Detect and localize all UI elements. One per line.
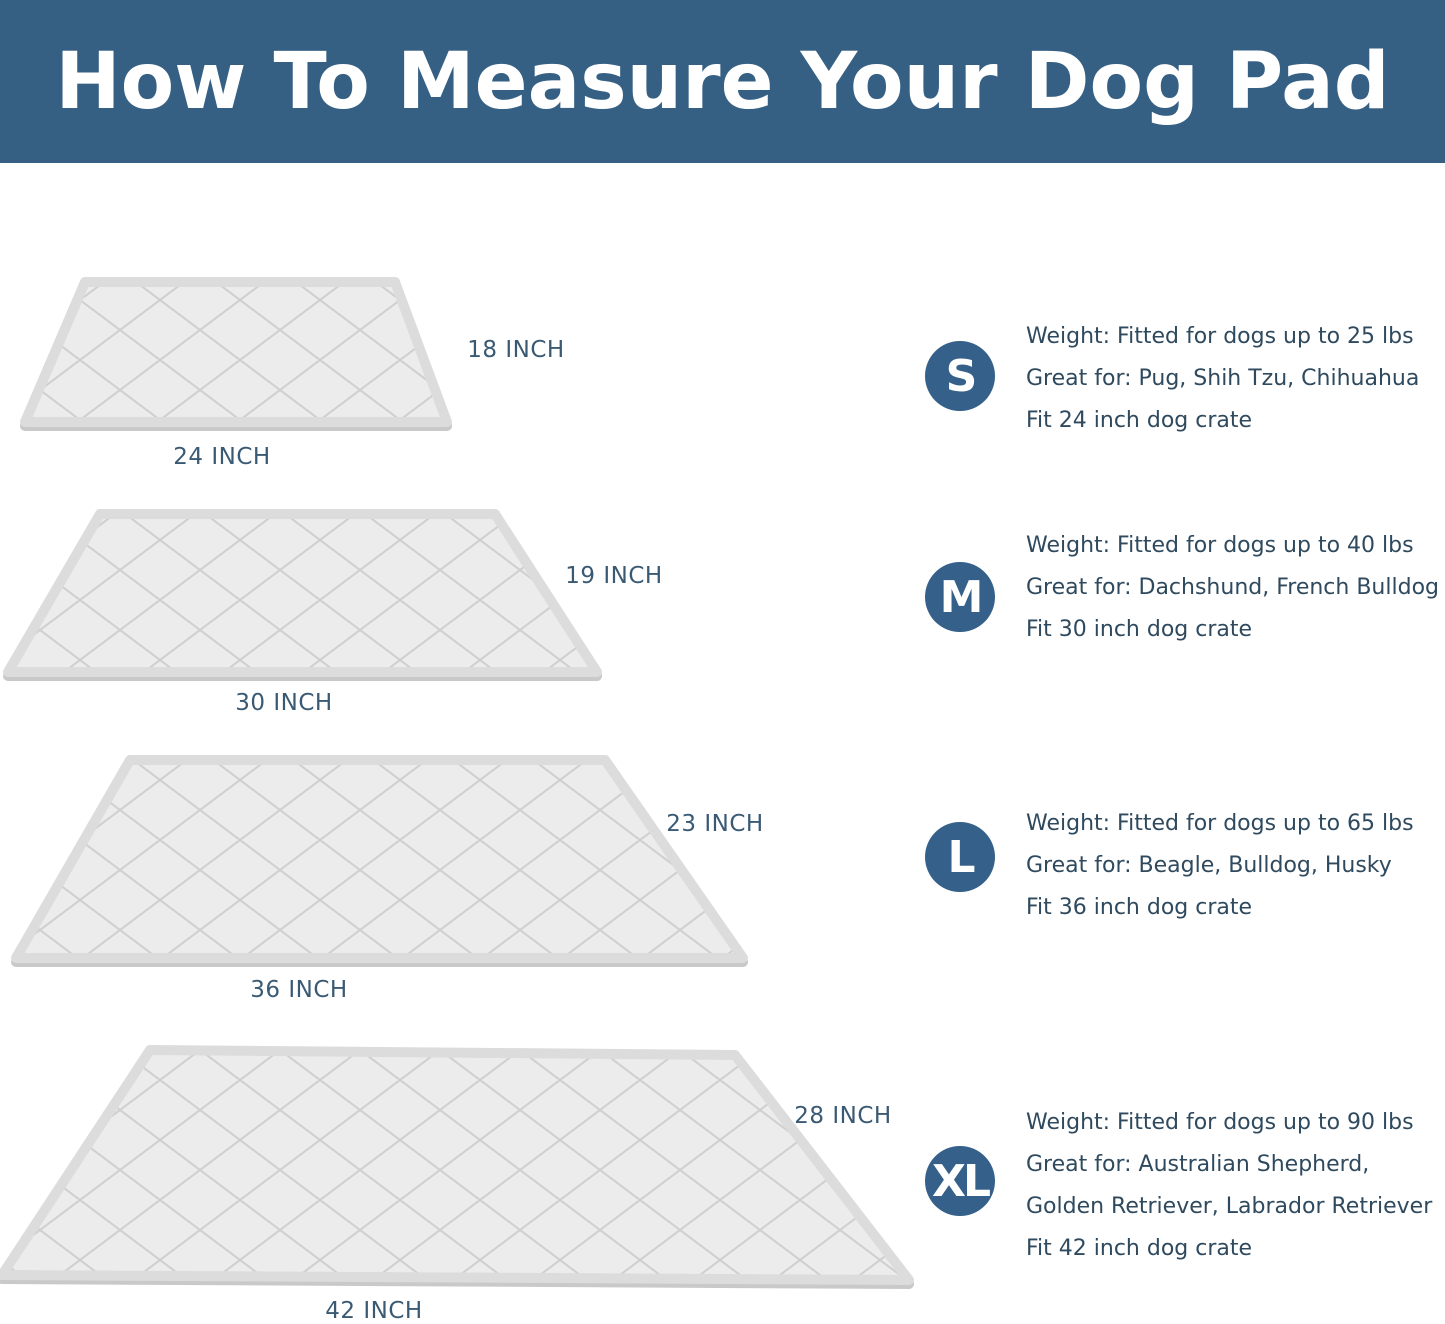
depth-label: 28 INCH (794, 1103, 892, 1129)
size-badge: M (925, 562, 995, 632)
width-label: 42 INCH (325, 1298, 423, 1324)
size-info-line: Great for: Beagle, Bulldog, Husky (1026, 853, 1392, 878)
depth-label: 19 INCH (565, 563, 663, 589)
size-info-line: Weight: Fitted for dogs up to 40 lbs (1026, 533, 1414, 558)
size-info-line: Fit 24 inch dog crate (1026, 408, 1253, 433)
width-label: 24 INCH (173, 444, 271, 470)
size-info: Weight: Fitted for dogs up to 40 lbs Grea… (1026, 525, 1439, 651)
size-info: Weight: Fitted for dogs up to 25 lbs Grea… (1026, 316, 1419, 442)
dog-pad-s (20, 277, 452, 427)
width-label: 36 INCH (250, 977, 348, 1003)
header-banner: How To Measure Your Dog Pad (0, 0, 1445, 163)
size-badge: S (925, 341, 995, 411)
size-badge: L (925, 822, 995, 892)
width-label: 30 INCH (235, 690, 333, 716)
dog-pad-m (3, 509, 602, 677)
size-info-line: Weight: Fitted for dogs up to 65 lbs (1026, 811, 1414, 836)
depth-label: 23 INCH (666, 811, 764, 837)
size-info-line: Fit 42 inch dog crate (1026, 1236, 1253, 1261)
size-info-line: Weight: Fitted for dogs up to 25 lbs (1026, 324, 1414, 349)
size-badge: XL (925, 1146, 995, 1216)
size-info-line: Great for: Pug, Shih Tzu, Chihuahua (1026, 366, 1420, 391)
depth-label: 18 INCH (467, 337, 565, 363)
size-info-line: Great for: Dachshund, French Bulldog (1026, 575, 1439, 600)
size-info-line: Weight: Fitted for dogs up to 90 lbs (1026, 1110, 1414, 1135)
page-title: How To Measure Your Dog Pad (55, 36, 1390, 127)
size-info-line: Fit 36 inch dog crate (1026, 895, 1253, 920)
size-info-line: Golden Retriever, Labrador Retriever (1026, 1194, 1433, 1219)
dog-pad-l (11, 755, 748, 963)
dog-pad-xl (0, 1045, 914, 1285)
size-info-line: Great for: Australian Shepherd, (1026, 1152, 1370, 1177)
size-info: Weight: Fitted for dogs up to 90 lbs Grea… (1026, 1102, 1432, 1270)
size-info: Weight: Fitted for dogs up to 65 lbs Grea… (1026, 803, 1414, 929)
size-info-line: Fit 30 inch dog crate (1026, 617, 1253, 642)
